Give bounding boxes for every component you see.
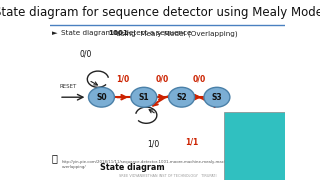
Text: 📊: 📊 <box>52 153 58 163</box>
Text: 0/0: 0/0 <box>80 50 92 59</box>
Circle shape <box>204 87 230 107</box>
Text: S0: S0 <box>96 93 107 102</box>
Text: 1/0: 1/0 <box>116 75 129 84</box>
Text: SREE VIDYANIKETHAN INST OF TECHNOLOGY   TIRUPATI: SREE VIDYANIKETHAN INST OF TECHNOLOGY TI… <box>119 174 216 178</box>
Text: 0/0: 0/0 <box>156 75 169 84</box>
Text: 1/0: 1/0 <box>147 140 159 148</box>
Text: ►: ► <box>52 30 58 36</box>
Text: State diagram to detect a sequence: State diagram to detect a sequence <box>61 30 194 36</box>
FancyBboxPatch shape <box>224 112 285 180</box>
Circle shape <box>131 87 157 107</box>
FancyBboxPatch shape <box>50 0 285 25</box>
Text: 1001: 1001 <box>108 30 128 36</box>
Text: State diagram: State diagram <box>100 163 164 172</box>
Text: 1/1: 1/1 <box>186 138 199 147</box>
FancyArrowPatch shape <box>153 93 215 107</box>
Circle shape <box>89 87 115 107</box>
Circle shape <box>169 87 195 107</box>
Text: http://yin-pie.com/2018/11/11/sequence-detector-1001-moore-machine-mealy-machine: http://yin-pie.com/2018/11/11/sequence-d… <box>61 160 268 169</box>
Text: using  Mealy Model (Overlapping): using Mealy Model (Overlapping) <box>114 30 237 37</box>
Text: S3: S3 <box>212 93 222 102</box>
Text: State diagram for sequence detector using Mealy Model: State diagram for sequence detector usin… <box>0 6 320 19</box>
Text: 0/0: 0/0 <box>193 75 206 84</box>
Text: RESET: RESET <box>59 84 76 89</box>
Text: S1: S1 <box>139 93 149 102</box>
Text: S2: S2 <box>176 93 187 102</box>
